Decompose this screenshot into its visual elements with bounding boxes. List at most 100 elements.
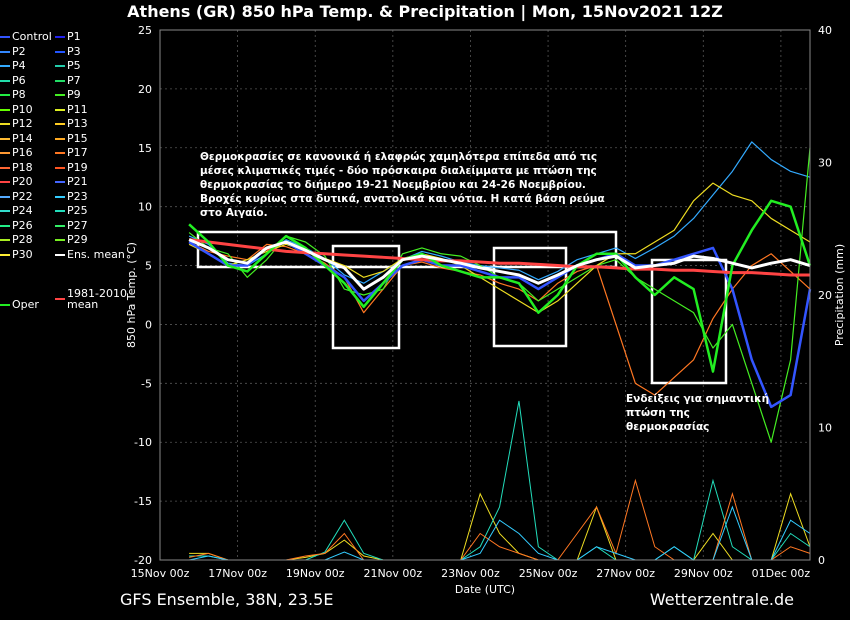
y-tick-left: -5: [141, 377, 152, 390]
legend-item: P16: [0, 146, 33, 160]
legend-swatch: [0, 123, 10, 125]
legend-item: P19: [55, 161, 88, 175]
legend-item: P22: [0, 190, 33, 204]
y-tick-right: 0: [818, 554, 825, 567]
model-info: GFS Ensemble, 38N, 23.5E: [120, 590, 334, 609]
legend-swatch: [0, 50, 10, 53]
legend-swatch: [55, 79, 65, 82]
legend-swatch: [55, 94, 65, 96]
series-line-p4: [188, 141, 811, 284]
legend-item: P12: [0, 117, 33, 131]
forecast-annotation: Θερμοκρασίες σε κανονικά ή ελαφρώς χαμηλ…: [200, 151, 605, 219]
legend-item: 1981-2010 mean: [55, 288, 127, 310]
y-axis-label-left: 850 hPa Temp. (°C): [125, 242, 138, 348]
highlight-box-4: [650, 258, 728, 385]
x-tick: 01Dec 00z: [752, 567, 811, 580]
legend-swatch: [0, 195, 10, 198]
temperature-drop-annotation: Ενδείξεις για σημαντική πτώση της θερμοκ…: [626, 393, 770, 433]
site-credit: Wetterzentrale.de: [649, 590, 794, 609]
legend-label: P7: [67, 73, 81, 87]
legend-swatch: [0, 36, 10, 38]
legend-item: P18: [0, 161, 33, 175]
legend-item: Ens. mean: [55, 248, 125, 262]
legend-swatch: [55, 166, 65, 169]
legend-label: P2: [12, 44, 26, 58]
chart-title: Athens (GR) 850 hPa Temp. & Precipitatio…: [127, 2, 723, 21]
legend-item: P27: [55, 219, 88, 233]
legend-swatch: [0, 253, 10, 256]
series-line-p17: [188, 241, 811, 396]
legend-swatch: [0, 108, 10, 111]
legend-swatch: [0, 94, 10, 96]
y-tick-right: 40: [818, 24, 832, 37]
legend-swatch: [55, 210, 65, 212]
legend-item: P29: [55, 233, 88, 247]
legend-label: P8: [12, 88, 26, 101]
x-tick: 25Nov 00z: [519, 567, 578, 580]
legend-swatch: [0, 181, 10, 183]
legend-label: P9: [67, 88, 81, 101]
legend-item: Control: [0, 30, 52, 44]
legend-label: P13: [67, 117, 88, 130]
legend-label: P10: [12, 102, 33, 116]
legend-item: P3: [55, 45, 81, 59]
x-tick: 17Nov 00z: [208, 567, 267, 580]
legend-item: P11: [55, 103, 88, 117]
highlight-box-3: [492, 246, 568, 348]
right-axis-ticks: 40 30 20 10 0: [818, 24, 832, 567]
legend-label: Ens. mean: [67, 247, 125, 261]
legend-swatch: [55, 195, 65, 198]
x-axis-ticks: 15Nov 00z 17Nov 00z 19Nov 00z 21Nov 00z 23No…: [131, 567, 811, 580]
temperature-series: [188, 141, 812, 443]
legend-item: P2: [0, 45, 26, 59]
y-tick-left: 10: [138, 201, 152, 214]
legend-swatch: [0, 239, 10, 241]
legend-item: P15: [55, 132, 88, 146]
legend-label: P30: [12, 247, 33, 261]
legend-swatch: [55, 137, 65, 140]
legend-label: P11: [67, 102, 88, 116]
legend-swatch: [55, 36, 65, 38]
legend-label: P12: [12, 117, 33, 130]
legend-label: P20: [12, 175, 33, 188]
x-tick: 19Nov 00z: [286, 567, 345, 580]
legend-swatch: [55, 239, 65, 241]
legend-swatch: [55, 181, 65, 183]
legend-swatch: [0, 166, 10, 169]
legend-label: P25: [67, 204, 88, 217]
legend-swatch: [0, 210, 10, 212]
legend-item: P20: [0, 175, 33, 189]
legend-label: P23: [67, 189, 88, 203]
legend-swatch: [0, 79, 10, 82]
x-tick: 23Nov 00z: [441, 567, 500, 580]
y-tick-right: 10: [818, 422, 832, 435]
y-axis-label-right: Precipitation (mm): [833, 244, 846, 346]
legend-label: P27: [67, 218, 88, 232]
legend-swatch: [55, 298, 65, 300]
legend-item: P7: [55, 74, 81, 88]
y-tick-left: 5: [145, 260, 152, 273]
legend-item: Oper: [0, 298, 39, 312]
legend-item: P13: [55, 117, 88, 131]
x-tick: 29Nov 00z: [674, 567, 733, 580]
legend-label: P18: [12, 160, 33, 174]
legend-label: P6: [12, 73, 26, 87]
y-tick-left: 0: [145, 318, 152, 331]
left-axis-ticks: 25 20 15 10 5 0 -5 -10 -15 -20: [134, 24, 152, 567]
y-tick-left: -10: [134, 436, 152, 449]
legend-swatch: [0, 65, 10, 67]
series-line-ens-mean: [188, 238, 811, 291]
legend-swatch: [55, 50, 65, 53]
legend-swatch: [55, 224, 65, 227]
legend-item: P9: [55, 88, 81, 102]
y-tick-left: 25: [138, 24, 152, 37]
legend-label: P1: [67, 30, 81, 43]
legend-item: P4: [0, 59, 26, 73]
legend-label: P15: [67, 131, 88, 145]
x-axis-label: Date (UTC): [455, 583, 515, 596]
plot-frame: [159, 29, 811, 561]
legend-swatch: [0, 152, 10, 154]
legend-label: P28: [12, 233, 33, 246]
legend-item: P17: [55, 146, 88, 160]
y-tick-left: -20: [134, 554, 152, 567]
